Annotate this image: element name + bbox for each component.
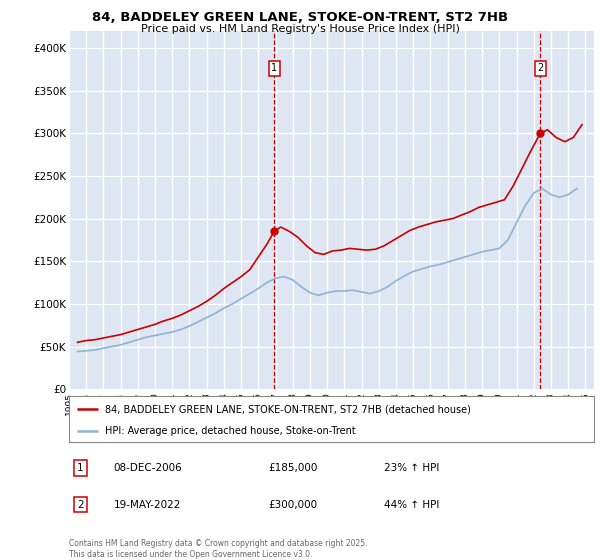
Text: 2: 2 [77,500,84,510]
Text: 84, BADDELEY GREEN LANE, STOKE-ON-TRENT, ST2 7HB: 84, BADDELEY GREEN LANE, STOKE-ON-TRENT,… [92,11,508,24]
Text: £185,000: £185,000 [269,463,318,473]
Text: 2: 2 [537,63,544,73]
Text: 84, BADDELEY GREEN LANE, STOKE-ON-TRENT, ST2 7HB (detached house): 84, BADDELEY GREEN LANE, STOKE-ON-TRENT,… [105,404,470,414]
Text: 08-DEC-2006: 08-DEC-2006 [113,463,182,473]
Text: Contains HM Land Registry data © Crown copyright and database right 2025.
This d: Contains HM Land Registry data © Crown c… [69,539,367,559]
Text: Price paid vs. HM Land Registry's House Price Index (HPI): Price paid vs. HM Land Registry's House … [140,24,460,34]
Text: 23% ↑ HPI: 23% ↑ HPI [384,463,439,473]
Text: £300,000: £300,000 [269,500,317,510]
Text: 1: 1 [271,63,277,73]
Text: HPI: Average price, detached house, Stoke-on-Trent: HPI: Average price, detached house, Stok… [105,426,355,436]
Text: 44% ↑ HPI: 44% ↑ HPI [384,500,439,510]
Text: 1: 1 [77,463,84,473]
Text: 19-MAY-2022: 19-MAY-2022 [113,500,181,510]
